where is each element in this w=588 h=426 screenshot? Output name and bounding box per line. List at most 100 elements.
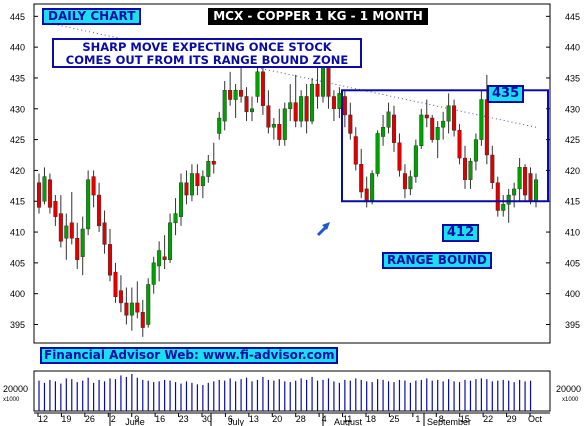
annotation-note: SHARP MOVE EXPECTING ONCE STOCK COMES OUT… bbox=[52, 38, 362, 68]
candle-body bbox=[42, 176, 47, 202]
y-tick-label: 430 bbox=[10, 104, 25, 114]
y-tick-label: 420 bbox=[10, 166, 25, 176]
y-tick-label: 400 bbox=[565, 289, 580, 299]
candle-body bbox=[402, 173, 407, 190]
candle-body bbox=[490, 154, 495, 183]
candle-body bbox=[424, 114, 429, 119]
candle-body bbox=[446, 105, 451, 122]
y-tick-label: 405 bbox=[10, 258, 25, 268]
candle-body bbox=[118, 290, 123, 304]
candle-body bbox=[113, 271, 118, 297]
y-tick-label: 395 bbox=[10, 320, 25, 330]
y-tick-label: 445 bbox=[10, 12, 25, 22]
y-tick-label: 425 bbox=[565, 135, 580, 145]
candle-body bbox=[200, 176, 205, 187]
candle-body bbox=[441, 120, 446, 128]
candle-body bbox=[222, 90, 227, 122]
candle-body bbox=[299, 96, 304, 122]
candle-body bbox=[419, 114, 424, 146]
candle-body bbox=[173, 213, 178, 224]
arrow-icon bbox=[316, 222, 330, 237]
candle-body bbox=[375, 133, 380, 174]
candle-body bbox=[228, 90, 233, 100]
candle-body bbox=[140, 311, 145, 328]
volume-scale-label-right: x1000 bbox=[562, 397, 579, 403]
candle-body bbox=[135, 302, 140, 313]
candle-body bbox=[260, 71, 265, 106]
candle-body bbox=[430, 117, 435, 140]
candle-body bbox=[468, 160, 473, 180]
x-tick-label: 16 bbox=[155, 414, 165, 424]
volume-scale-label: x1000 bbox=[3, 397, 20, 403]
candle-body bbox=[293, 102, 298, 122]
x-tick-label: 20 bbox=[272, 414, 282, 424]
candle-body bbox=[359, 164, 364, 193]
x-tick-label: 18 bbox=[366, 414, 376, 424]
candle-body bbox=[413, 145, 418, 177]
candle-body bbox=[129, 302, 134, 316]
candle-body bbox=[266, 105, 271, 128]
range-bound-label: RANGE BOUND bbox=[382, 252, 492, 269]
candle-body bbox=[353, 136, 358, 165]
candle-body bbox=[124, 302, 129, 316]
x-tick-label: 4 bbox=[322, 414, 327, 424]
candle-body bbox=[381, 127, 386, 137]
x-tick-label: 30 bbox=[202, 414, 212, 424]
candle-body bbox=[452, 105, 457, 131]
x-tick-label: 12 bbox=[38, 414, 48, 424]
x-tick-label: 22 bbox=[483, 414, 493, 424]
y-tick-label: 400 bbox=[10, 289, 25, 299]
candle-body bbox=[97, 194, 102, 227]
x-tick-label: 15 bbox=[460, 414, 470, 424]
candle-body bbox=[484, 99, 489, 156]
candle-body bbox=[184, 182, 189, 196]
candle-body bbox=[463, 157, 468, 180]
candle-body bbox=[102, 222, 107, 245]
candle-body bbox=[495, 182, 500, 211]
candle-body bbox=[53, 201, 58, 217]
candle-body bbox=[244, 96, 249, 113]
x-tick-label: 25 bbox=[389, 414, 399, 424]
y-tick-label: 420 bbox=[565, 166, 580, 176]
candle-body bbox=[91, 176, 96, 196]
x-tick-label: 29 bbox=[507, 414, 517, 424]
candle-body bbox=[364, 188, 369, 202]
x-tick-label: 6 bbox=[228, 414, 233, 424]
y-tick-label: 435 bbox=[565, 73, 580, 83]
volume-bars bbox=[38, 373, 532, 411]
chart-title: MCX - COPPER 1 KG - 1 MONTH bbox=[208, 8, 428, 25]
annotation-note-line: COMES OUT FROM ITS RANGE BOUND ZONE bbox=[65, 53, 349, 67]
x-tick-label: 11 bbox=[343, 414, 352, 424]
annotation-note-text: SHARP MOVE EXPECTING ONCE STOCK COMES OUT… bbox=[54, 41, 360, 67]
candles bbox=[37, 40, 539, 337]
candle-body bbox=[157, 250, 162, 267]
x-tick-label: 26 bbox=[85, 414, 95, 424]
candle-body bbox=[64, 225, 69, 239]
candle-body bbox=[397, 142, 402, 171]
candle-body bbox=[501, 204, 506, 211]
range-high-label: 435 bbox=[487, 85, 525, 103]
candle-body bbox=[473, 139, 478, 162]
candle-body bbox=[217, 117, 222, 134]
candle-body bbox=[523, 167, 528, 196]
x-axis: 12 19 26 2 9 16 23 30 6 13 20 28 4 11 18 25 1 8 15 22 29 OctJ… bbox=[34, 412, 550, 426]
candle-body bbox=[146, 284, 151, 325]
candle-body bbox=[206, 160, 211, 177]
candle-body bbox=[162, 256, 167, 260]
y-tick-label: 445 bbox=[565, 12, 580, 22]
x-tick-label: 28 bbox=[296, 414, 306, 424]
candle-body bbox=[310, 83, 315, 122]
y-tick-label: 410 bbox=[10, 228, 25, 238]
candle-body bbox=[435, 127, 440, 140]
candle-body bbox=[189, 173, 194, 196]
month-label: August bbox=[334, 417, 363, 426]
x-tick-label: 2 bbox=[111, 414, 116, 424]
y-tick-label: 440 bbox=[10, 43, 25, 53]
volume-tick-label-right: 20000 bbox=[556, 384, 581, 394]
candle-body bbox=[282, 108, 287, 140]
y-tick-label: 415 bbox=[565, 197, 580, 207]
candle-body bbox=[178, 182, 183, 217]
x-tick-label: 23 bbox=[179, 414, 189, 424]
y-tick-label: 425 bbox=[10, 135, 25, 145]
volume-plot-area bbox=[33, 370, 551, 412]
